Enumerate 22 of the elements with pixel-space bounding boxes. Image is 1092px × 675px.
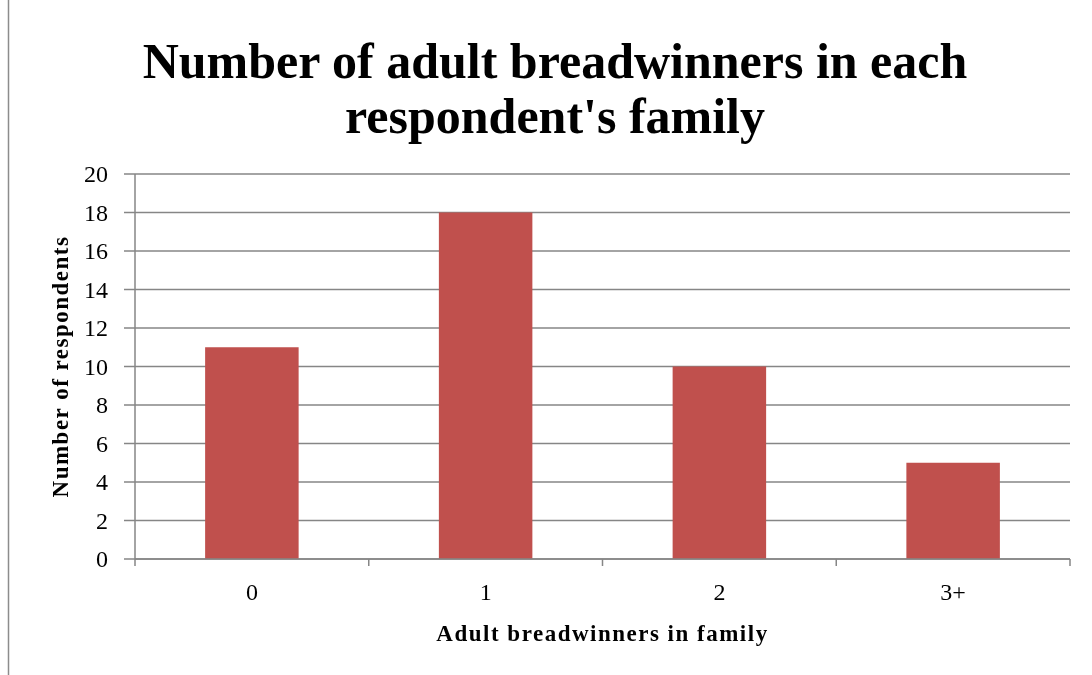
y-tick-label: 0 — [96, 546, 108, 573]
y-tick-label: 20 — [84, 161, 108, 188]
y-tick-label: 8 — [96, 392, 108, 419]
chart-title: Number of adult breadwinners in each respondent's family — [142, 33, 968, 144]
bar — [438, 212, 533, 559]
y-tick-label: 12 — [84, 315, 108, 342]
bar — [672, 366, 767, 559]
x-tick-label: 3+ — [940, 579, 966, 605]
x-tick-label: 0 — [245, 579, 258, 605]
y-axis-title: Number of respondents — [48, 235, 73, 498]
x-tick-label: 2 — [713, 579, 726, 605]
y-tick-label: 16 — [84, 238, 108, 265]
bar — [906, 462, 1000, 559]
y-tick-label: 2 — [96, 507, 108, 534]
y-tick-label: 18 — [84, 199, 108, 226]
x-axis-title: Adult breadwinners in family — [436, 621, 769, 646]
y-tick-label: 10 — [84, 353, 108, 380]
bar — [205, 347, 299, 559]
x-tick-label: 1 — [479, 579, 492, 605]
y-tick-label: 4 — [96, 469, 108, 496]
y-tick-label: 14 — [84, 276, 108, 303]
y-tick-label: 6 — [96, 430, 108, 457]
